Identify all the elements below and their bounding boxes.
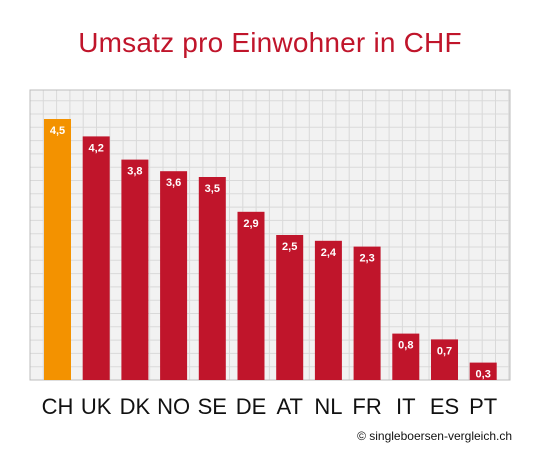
value-label-dk: 3,8 <box>127 166 142 178</box>
value-label-es: 0,7 <box>437 345 452 357</box>
tick-label-it: IT <box>396 394 416 419</box>
bar-uk <box>82 136 110 380</box>
value-labels: 4,5 4,2 3,8 3,6 3,5 2,9 2,5 2,4 2,3 0,8 0,7 0,3 <box>50 125 491 381</box>
value-label-at: 2,5 <box>282 241 297 253</box>
tick-label-de: DE <box>236 394 267 419</box>
tick-label-at: AT <box>276 394 302 419</box>
bar-it <box>392 333 420 380</box>
value-label-uk: 4,2 <box>89 142 104 154</box>
bar-fr <box>353 246 381 380</box>
tick-label-se: SE <box>198 394 227 419</box>
tick-label-es: ES <box>430 394 459 419</box>
bar-nl <box>314 240 342 380</box>
tick-label-no: NO <box>157 394 190 419</box>
tick-label-uk: UK <box>81 394 112 419</box>
bar-es <box>431 339 458 380</box>
chart-title: Umsatz pro Einwohner in CHF <box>78 27 462 58</box>
bar-at <box>276 235 304 380</box>
value-label-se: 3,5 <box>205 183 220 195</box>
value-label-fr: 2,3 <box>359 253 374 265</box>
bar-pt <box>469 362 497 380</box>
copyright-notice: © singleboersen-vergleich.ch <box>357 429 512 443</box>
value-label-ch: 4,5 <box>50 125 65 137</box>
bars <box>44 119 497 380</box>
bar-ch <box>44 119 71 380</box>
tick-label-fr: FR <box>352 394 381 419</box>
category-tick-labels: CH UK DK NO SE DE AT NL FR IT ES PT <box>42 394 498 419</box>
bar-no <box>160 171 188 380</box>
plot-frame <box>29 89 511 381</box>
tick-label-pt: PT <box>469 394 497 419</box>
value-label-pt: 0,3 <box>476 369 491 381</box>
tick-label-ch: CH <box>42 394 74 419</box>
tick-label-nl: NL <box>314 394 342 419</box>
value-label-no: 3,6 <box>166 177 181 189</box>
bar-se <box>198 177 226 380</box>
value-label-it: 0,8 <box>398 340 413 352</box>
value-label-nl: 2,4 <box>321 247 337 259</box>
bar-dk <box>121 159 149 380</box>
bar-de <box>237 211 265 380</box>
tick-label-dk: DK <box>120 394 151 419</box>
value-label-de: 2,9 <box>243 218 258 230</box>
